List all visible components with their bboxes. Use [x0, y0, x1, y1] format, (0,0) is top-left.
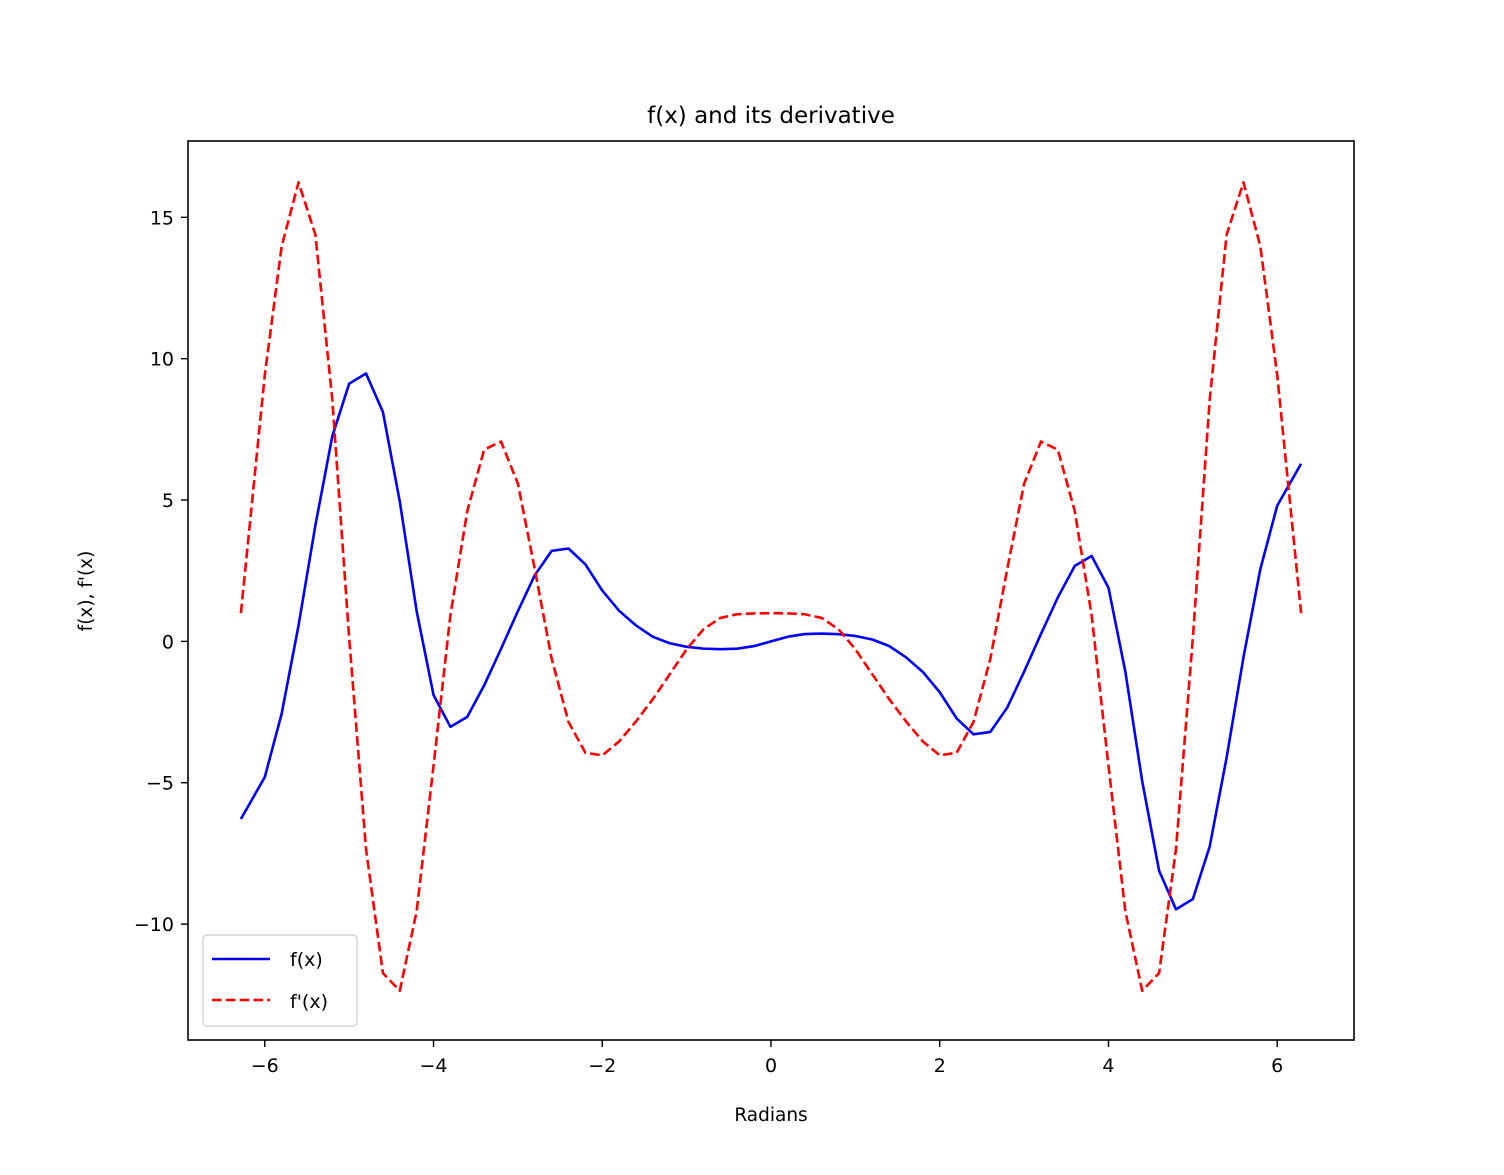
legend-box — [202, 934, 358, 1027]
series-line-fprime — [239, 180, 1303, 993]
x-tick-label: 6 — [1271, 1055, 1283, 1077]
x-tick-label: −6 — [251, 1055, 279, 1077]
legend-label-fprime: f'(x) — [290, 991, 328, 1013]
y-axis: −10 −5 0 5 10 15 — [134, 207, 188, 936]
y-axis-label: f(x), f'(x) — [76, 551, 97, 632]
x-tick-label: 4 — [1102, 1055, 1114, 1077]
legend-label-f: f(x) — [290, 949, 323, 971]
legend: f(x) f'(x) — [202, 934, 358, 1027]
series-line-f — [239, 372, 1303, 911]
y-tick-label: 10 — [150, 349, 174, 371]
y-tick-label: 15 — [150, 207, 174, 229]
x-axis-label: Radians — [734, 1105, 807, 1126]
y-tick-label: 5 — [162, 490, 174, 512]
y-tick-label: −5 — [146, 773, 174, 795]
y-tick-label: −10 — [134, 914, 174, 936]
x-tick-label: 0 — [765, 1055, 777, 1077]
x-axis: −6 −4 −2 0 2 4 6 — [251, 1040, 1283, 1077]
x-tick-label: 2 — [934, 1055, 946, 1077]
x-tick-label: −4 — [420, 1055, 448, 1077]
y-tick-label: 0 — [162, 631, 174, 653]
x-tick-label: −2 — [588, 1055, 616, 1077]
chart-title: f(x) and its derivative — [647, 103, 895, 129]
plot-area — [239, 180, 1303, 993]
